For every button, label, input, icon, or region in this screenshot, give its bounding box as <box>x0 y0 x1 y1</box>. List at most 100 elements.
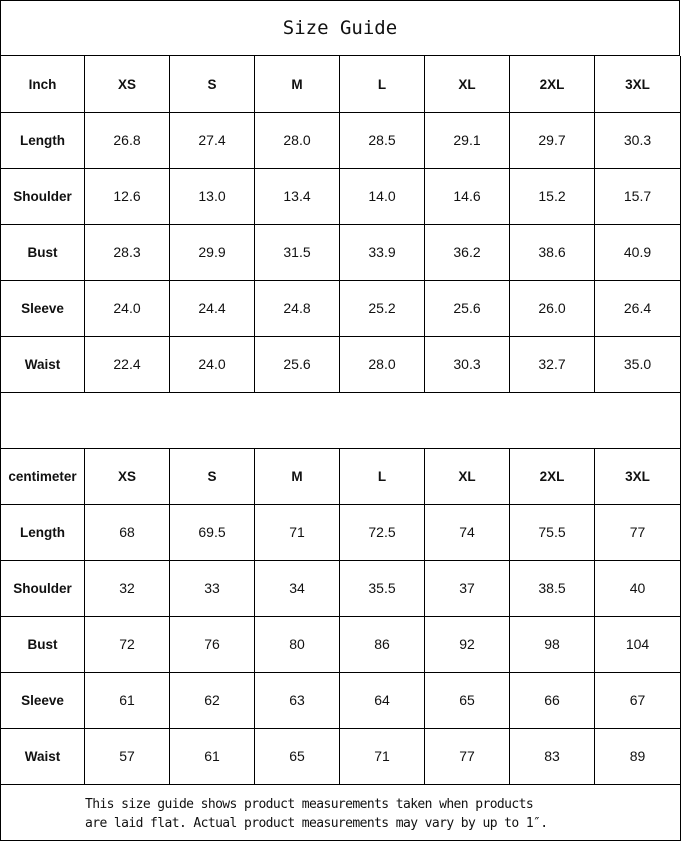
measurement-cell: 24.4 <box>170 280 255 337</box>
row-label-waist: Waist <box>0 336 85 393</box>
size-header-s: S <box>170 56 255 113</box>
unit-header: centimeter <box>0 448 85 505</box>
measurement-cell: 31.5 <box>255 224 340 281</box>
measurement-cell: 61 <box>170 728 255 785</box>
row-label-shoulder: Shoulder <box>0 560 85 617</box>
size-header-xs: XS <box>85 448 170 505</box>
size-header-3xl: 3XL <box>595 448 681 505</box>
measurement-cell: 67 <box>595 672 681 729</box>
measurement-cell: 28.0 <box>255 112 340 169</box>
measurement-cell: 28.3 <box>85 224 170 281</box>
measurement-cell: 62 <box>170 672 255 729</box>
measurement-cell: 36.2 <box>425 224 510 281</box>
measurement-cell: 30.3 <box>425 336 510 393</box>
measurement-cell: 80 <box>255 616 340 673</box>
size-header-xl: XL <box>425 56 510 113</box>
measurement-cell: 65 <box>425 672 510 729</box>
size-header-2xl: 2XL <box>510 448 595 505</box>
row-label-shoulder: Shoulder <box>0 168 85 225</box>
measurement-cell: 25.2 <box>340 280 425 337</box>
size-header-m: M <box>255 448 340 505</box>
measurement-cell: 57 <box>85 728 170 785</box>
measurement-cell: 29.7 <box>510 112 595 169</box>
measurement-cell: 65 <box>255 728 340 785</box>
measurement-cell: 29.1 <box>425 112 510 169</box>
measurement-cell: 35.0 <box>595 336 681 393</box>
measurement-cell: 64 <box>340 672 425 729</box>
row-label-length: Length <box>0 504 85 561</box>
measurement-cell: 76 <box>170 616 255 673</box>
measurement-cell: 25.6 <box>425 280 510 337</box>
measurement-cell: 68 <box>85 504 170 561</box>
row-label-waist: Waist <box>0 728 85 785</box>
page-title: Size Guide <box>0 0 680 56</box>
measurement-cell: 32.7 <box>510 336 595 393</box>
measurement-cell: 14.6 <box>425 168 510 225</box>
size-header-2xl: 2XL <box>510 56 595 113</box>
measurement-cell: 33.9 <box>340 224 425 281</box>
measurement-cell: 14.0 <box>340 168 425 225</box>
measurement-cell: 69.5 <box>170 504 255 561</box>
footer-note: This size guide shows product measuremen… <box>0 784 681 841</box>
measurement-cell: 33 <box>170 560 255 617</box>
size-header-s: S <box>170 448 255 505</box>
measurement-cell: 92 <box>425 616 510 673</box>
row-label-bust: Bust <box>0 616 85 673</box>
measurement-cell: 26.8 <box>85 112 170 169</box>
measurement-cell: 37 <box>425 560 510 617</box>
measurement-cell: 15.7 <box>595 168 681 225</box>
measurement-cell: 72 <box>85 616 170 673</box>
measurement-cell: 15.2 <box>510 168 595 225</box>
row-label-length: Length <box>0 112 85 169</box>
measurement-cell: 98 <box>510 616 595 673</box>
size-header-m: M <box>255 56 340 113</box>
measurement-cell: 71 <box>255 504 340 561</box>
measurement-cell: 35.5 <box>340 560 425 617</box>
row-label-sleeve: Sleeve <box>0 280 85 337</box>
row-label-bust: Bust <box>0 224 85 281</box>
measurement-cell: 75.5 <box>510 504 595 561</box>
measurement-cell: 26.0 <box>510 280 595 337</box>
measurement-cell: 63 <box>255 672 340 729</box>
table-spacer-row <box>0 392 681 449</box>
measurement-cell: 29.9 <box>170 224 255 281</box>
measurement-cell: 38.6 <box>510 224 595 281</box>
size-header-xs: XS <box>85 56 170 113</box>
measurement-cell: 13.0 <box>170 168 255 225</box>
measurement-cell: 27.4 <box>170 112 255 169</box>
footer-note-line-1: This size guide shows product measuremen… <box>85 797 534 812</box>
measurement-cell: 40.9 <box>595 224 681 281</box>
measurement-cell: 66 <box>510 672 595 729</box>
unit-header: Inch <box>0 56 85 113</box>
measurement-cell: 24.8 <box>255 280 340 337</box>
measurement-cell: 74 <box>425 504 510 561</box>
footer-note-line-2: are laid flat. Actual product measuremen… <box>85 816 548 831</box>
measurement-cell: 77 <box>425 728 510 785</box>
measurement-cell: 24.0 <box>85 280 170 337</box>
measurement-cell: 30.3 <box>595 112 681 169</box>
measurement-cell: 61 <box>85 672 170 729</box>
measurement-cell: 89 <box>595 728 681 785</box>
measurement-cell: 28.0 <box>340 336 425 393</box>
measurement-cell: 72.5 <box>340 504 425 561</box>
size-header-3xl: 3XL <box>595 56 681 113</box>
measurement-cell: 26.4 <box>595 280 681 337</box>
measurement-cell: 104 <box>595 616 681 673</box>
measurement-cell: 28.5 <box>340 112 425 169</box>
row-label-sleeve: Sleeve <box>0 672 85 729</box>
measurement-cell: 24.0 <box>170 336 255 393</box>
measurement-cell: 40 <box>595 560 681 617</box>
measurement-cell: 13.4 <box>255 168 340 225</box>
measurement-cell: 38.5 <box>510 560 595 617</box>
measurement-cell: 77 <box>595 504 681 561</box>
measurement-cell: 34 <box>255 560 340 617</box>
measurement-cell: 12.6 <box>85 168 170 225</box>
measurement-cell: 32 <box>85 560 170 617</box>
size-header-xl: XL <box>425 448 510 505</box>
measurement-cell: 25.6 <box>255 336 340 393</box>
measurement-cell: 22.4 <box>85 336 170 393</box>
measurement-cell: 86 <box>340 616 425 673</box>
measurement-cell: 83 <box>510 728 595 785</box>
size-header-l: L <box>340 448 425 505</box>
